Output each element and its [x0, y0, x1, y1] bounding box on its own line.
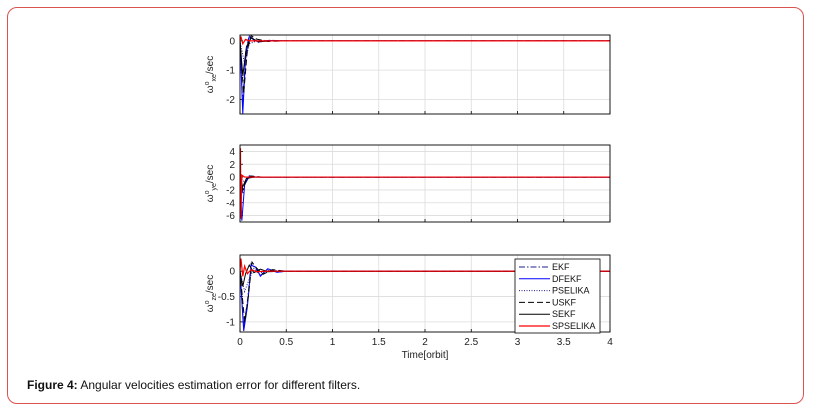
x-tick-label: 1: [330, 337, 336, 348]
y-axis-label-sup: o: [204, 81, 211, 85]
legend-label-uskf: USKF: [552, 297, 577, 307]
subplot-3: 0 -0.5 -1 ωoze/sec 0 0.5 1 1.5 2 2.5 3 3.5 4 Time[orb…: [204, 254, 613, 361]
y-axis-label-unit: /sec: [205, 275, 216, 293]
series-line-spselika: [240, 36, 610, 46]
y-tick-label: 0: [229, 267, 235, 278]
y-tick-label: -0.5: [218, 292, 236, 303]
legend-label-sekf: SEKF: [552, 309, 576, 319]
x-tick-label: 2.5: [464, 337, 478, 348]
subplot-2: 4 2 0-2 -4 -6 ωoye/sec: [204, 144, 611, 223]
y-tick-label: 2: [229, 160, 235, 171]
subplot-1: 0 -1 -2 ωoxe/sec: [204, 34, 611, 115]
x-tick-label: 2: [422, 337, 428, 348]
y-tick-label: 0: [229, 36, 235, 47]
x-tick-label: 1.5: [372, 337, 386, 348]
y-tick-label: -2: [226, 95, 235, 106]
x-tick-label: 0.5: [279, 337, 293, 348]
x-axis-label: Time[orbit]: [402, 350, 449, 361]
x-tick-label: 3: [515, 337, 521, 348]
y-tick-label: 4: [229, 147, 235, 158]
y-axis-label: ωoye/sec: [204, 165, 218, 202]
y-axis-label: ωoze/sec: [204, 275, 218, 312]
series-group: [240, 148, 610, 221]
y-axis-label-unit: /sec: [205, 56, 216, 74]
figure-caption: Figure 4: Angular velocities estimation …: [27, 378, 360, 392]
legend-box: [514, 258, 601, 334]
legend-label-ekf: EKF: [552, 262, 570, 272]
figure-label: Figure 4:: [27, 378, 78, 392]
series-line-spselika: [240, 258, 610, 277]
y-axis-label-base: ω: [205, 304, 216, 312]
y-axis-label: ωoxe/sec: [204, 56, 218, 93]
x-tick-label: 4: [607, 337, 613, 348]
y-axis-label-sub: xe: [211, 74, 218, 82]
y-axis-label-sub: ye: [211, 183, 218, 191]
axes-box: [239, 34, 611, 115]
y-tick-label: -1: [226, 66, 235, 77]
series-group: [240, 258, 610, 332]
y-axis-label-base: ω: [205, 194, 216, 202]
legend-label-dfekf: DFEKF: [552, 274, 582, 284]
legend-label-spselika: SPSELIKA: [552, 321, 596, 331]
x-tick-label: 3.5: [557, 337, 571, 348]
figure-caption-text: Angular velocities estimation error for …: [77, 378, 361, 392]
y-axis-label-sub: ze: [211, 293, 218, 301]
y-tick-label: -4: [226, 198, 235, 209]
y-tick-label: -2: [226, 185, 235, 196]
y-axis-label-sup: o: [204, 190, 211, 194]
y-tick-label: -1: [226, 317, 235, 328]
y-tick-label: -6: [226, 211, 235, 222]
y-tick-label: 0: [229, 173, 235, 184]
axes-box: [239, 254, 611, 333]
series-group: [240, 35, 610, 114]
y-axis-label-unit: /sec: [205, 165, 216, 183]
y-axis-label-sup: o: [204, 300, 211, 304]
axes-box: [239, 144, 611, 223]
legend-label-pselika: PSELIKA: [552, 286, 590, 296]
y-axis-label-base: ω: [205, 85, 216, 93]
x-tick-label: 0: [237, 337, 243, 348]
